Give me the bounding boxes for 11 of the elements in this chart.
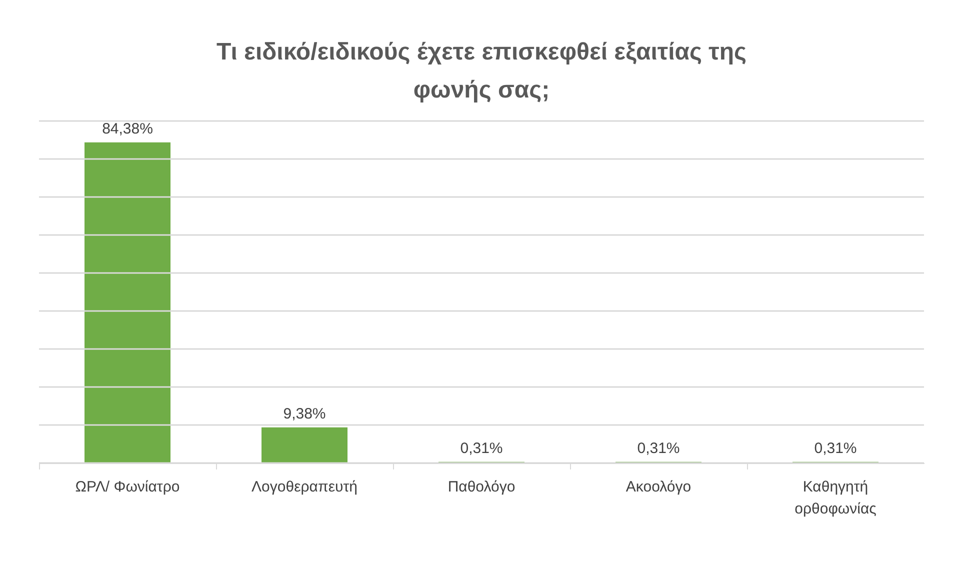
chart-title: Τι ειδικό/ειδικούς έχετε επισκεφθεί εξαιτίας της φωνής σας; <box>216 38 747 104</box>
data-label: 0,31% <box>460 440 503 457</box>
x-tick-label: Παθολόγο <box>448 478 516 496</box>
x-tick-label: Ακοολόγο <box>626 478 692 496</box>
x-tick-label: Καθηγητή ορθοφωνίας <box>794 478 876 518</box>
data-label: 9,38% <box>283 405 326 422</box>
data-label: 0,31% <box>637 440 680 457</box>
x-tick-label: ΩΡΛ/ Φωνίατρο <box>75 478 180 496</box>
x-tick-label: Λογοθεραπευτή <box>252 478 358 496</box>
data-label: 84,38% <box>102 120 153 138</box>
data-label: 0,31% <box>814 440 857 457</box>
